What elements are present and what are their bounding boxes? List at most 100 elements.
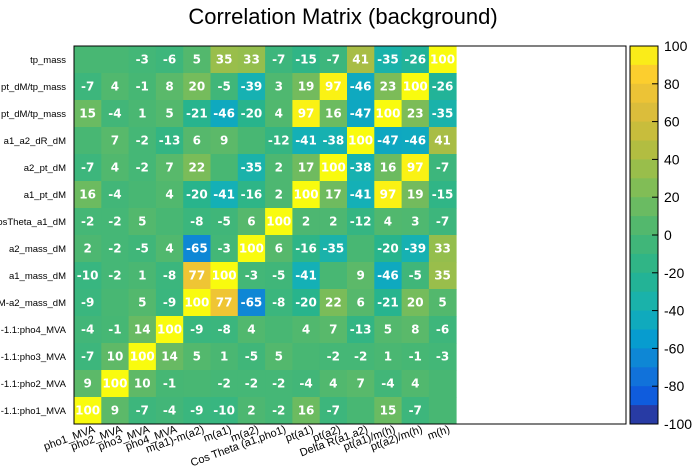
cell-value-label: 16	[380, 161, 397, 175]
heatmap-cell	[428, 262, 457, 290]
heatmap-cell	[155, 262, 184, 290]
heatmap-cell	[237, 370, 266, 398]
cell-value-label: 4	[302, 323, 310, 337]
heatmap-cell	[155, 100, 184, 128]
colorbar-band	[630, 46, 658, 66]
heatmap-cell	[101, 316, 129, 344]
y-axis-label: pt_dM/tp_mass	[1, 82, 66, 93]
heatmap-cell	[319, 397, 348, 425]
cell-value-label: -9	[81, 296, 94, 310]
heatmap-cell	[374, 46, 402, 74]
cell-value-label: -7	[272, 53, 285, 67]
heatmap-cell	[128, 370, 157, 398]
y-axis-label: pt_dM/tp_mass	[1, 109, 66, 120]
heatmap-cell	[374, 127, 402, 155]
heatmap-cell	[374, 370, 402, 398]
heatmap-cell	[210, 289, 239, 317]
heatmap-cell	[347, 208, 375, 236]
heatmap-cell	[292, 370, 321, 398]
heatmap-cell	[428, 181, 457, 209]
colorbar-tick-label: -20	[664, 265, 684, 281]
heatmap-cell	[401, 370, 430, 398]
heatmap-cell	[428, 316, 457, 344]
heatmap-cell	[183, 235, 211, 263]
colorbar-band	[630, 386, 658, 406]
heatmap-cell	[347, 370, 375, 398]
heatmap-cell	[74, 100, 102, 128]
cell-value-label: 5	[138, 215, 146, 229]
cell-value-label: -41	[295, 269, 317, 283]
heatmap-cell	[401, 127, 430, 155]
cell-value-label: -5	[136, 242, 149, 256]
cell-value-label: -21	[377, 296, 399, 310]
heatmap-cell	[74, 316, 102, 344]
heatmap-cell	[237, 73, 266, 101]
heatmap-cell	[265, 181, 293, 209]
heatmap-cell	[265, 289, 293, 317]
cell-value-label: -4	[163, 404, 176, 418]
cell-value-label: -3	[245, 269, 258, 283]
cell-value-label: -38	[350, 161, 372, 175]
cell-value-label: -13	[350, 323, 372, 337]
heatmap-cell	[183, 127, 211, 155]
cell-value-label: -10	[213, 404, 235, 418]
heatmap-cell	[74, 289, 102, 317]
heatmap-cell	[210, 208, 239, 236]
cell-value-label: -2	[136, 134, 149, 148]
cell-value-label: 7	[111, 134, 119, 148]
cell-value-label: -13	[159, 134, 181, 148]
cell-value-label: 16	[298, 404, 315, 418]
colorbar-tick-label: 40	[664, 151, 680, 167]
heatmap-cell	[292, 208, 321, 236]
heatmap-cell	[374, 316, 402, 344]
colorbar-tick-label: 80	[664, 76, 680, 92]
heatmap-cell	[210, 316, 239, 344]
chart-title: Correlation Matrix (background)	[188, 4, 497, 29]
cell-value-label: 7	[165, 161, 173, 175]
cell-value-label: -5	[217, 80, 230, 94]
heatmap-cell	[319, 154, 348, 182]
heatmap-cell	[374, 289, 402, 317]
heatmap-cell	[101, 235, 129, 263]
heatmap-cell	[428, 208, 457, 236]
cell-value-label: 100	[130, 350, 155, 364]
cell-value-label: -1	[409, 350, 422, 364]
heatmap-cell	[183, 154, 211, 182]
cell-value-label: -7	[81, 161, 94, 175]
heatmap-cell	[428, 370, 457, 398]
heatmap-cell	[428, 127, 457, 155]
heatmap-cell	[128, 127, 157, 155]
heatmap-cell	[74, 208, 102, 236]
heatmap-cell	[210, 370, 239, 398]
cell-value-label: -7	[327, 53, 340, 67]
heatmap-cell	[128, 154, 157, 182]
heatmap-cell	[155, 46, 184, 74]
cell-value-label: -6	[436, 323, 449, 337]
cell-value-label: 35	[216, 53, 233, 67]
cell-value-label: -4	[108, 107, 121, 121]
colorbar-band	[630, 329, 658, 349]
heatmap-cell	[428, 289, 457, 317]
heatmap-cell	[292, 154, 321, 182]
cell-value-label: -1	[136, 80, 149, 94]
y-axis-label: -1.1:pho3_MVA	[1, 352, 67, 363]
heatmap-cell	[265, 235, 293, 263]
colorbar-tick-label: 0	[664, 227, 672, 243]
colorbar-band	[630, 272, 658, 293]
cell-value-label: -20	[377, 242, 399, 256]
heatmap-cell	[155, 208, 184, 236]
heatmap-cell	[210, 397, 239, 425]
heatmap-cell	[265, 208, 293, 236]
cell-value-label: 100	[375, 107, 400, 121]
x-axis-label: pt(a1)	[284, 424, 315, 445]
heatmap-cell	[319, 208, 348, 236]
cell-value-label: 77	[216, 296, 233, 310]
cell-value-label: 100	[348, 134, 373, 148]
cell-value-label: -46	[377, 269, 399, 283]
cell-value-label: -41	[350, 188, 372, 202]
cell-value-label: 35	[434, 269, 451, 283]
y-axis-label: -1.1:pho4_MVA	[1, 325, 67, 336]
heatmap-cell	[347, 46, 375, 74]
heatmap-cell	[374, 154, 402, 182]
heatmap-cell	[101, 208, 129, 236]
